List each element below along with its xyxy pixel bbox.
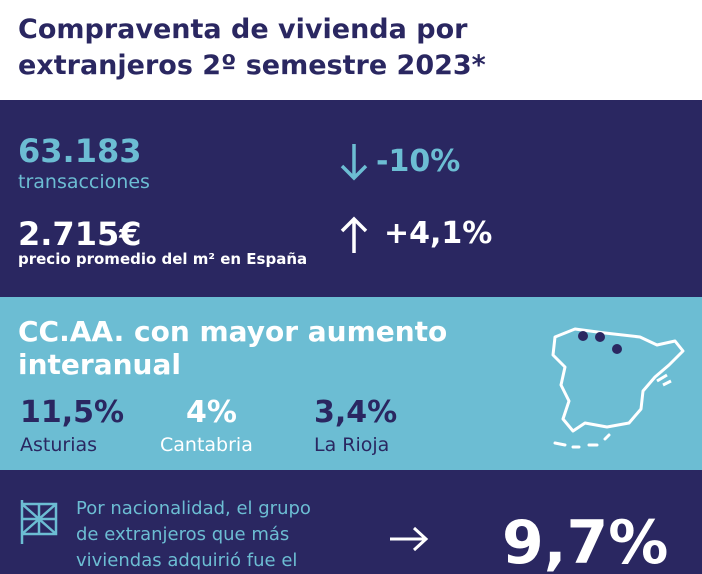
stats-section: 63.183 transacciones -10% 2.715€ precio … <box>0 100 702 297</box>
stat-change: +4,1% <box>384 216 493 251</box>
arrow-right-icon <box>390 526 429 552</box>
stat-change: -10% <box>376 144 461 179</box>
arrow-down-icon <box>340 144 368 181</box>
nationality-text: Por nacionalidad, el grupo <box>76 498 311 519</box>
region-value: 11,5% <box>20 395 125 430</box>
nationality-value: 9,7% <box>502 508 669 574</box>
stat-label: transacciones <box>18 171 150 193</box>
region-name: Cantabria <box>160 434 253 456</box>
spain-map-icon <box>551 327 685 449</box>
flag-icon <box>20 500 58 544</box>
title-line: extranjeros 2º semestre 2023* <box>18 50 486 81</box>
title-line: Compraventa de vivienda por <box>18 14 468 45</box>
regions-title: CC.AA. con mayor aumento <box>18 315 448 348</box>
regions-section: CC.AA. con mayor aumento interanual 11,5… <box>0 297 702 470</box>
stat-value: 2.715€ <box>18 215 142 253</box>
nationality-text: viviendas adquirió fue el <box>76 550 298 571</box>
region-name: Asturias <box>20 434 98 456</box>
nationality-section: Por nacionalidad, el grupo de extranjero… <box>0 470 702 574</box>
region-name: La Rioja <box>314 434 390 456</box>
arrow-up-icon <box>340 216 368 253</box>
region-value: 4% <box>186 395 237 430</box>
stat-value: 63.183 <box>18 132 142 170</box>
region-value: 3,4% <box>314 395 398 430</box>
regions-title: interanual <box>18 348 181 381</box>
nationality-text: de extranjeros que más <box>76 524 290 545</box>
stat-label: precio promedio del m² en España <box>18 250 308 268</box>
header: Compraventa de vivienda por extranjeros … <box>0 0 702 100</box>
